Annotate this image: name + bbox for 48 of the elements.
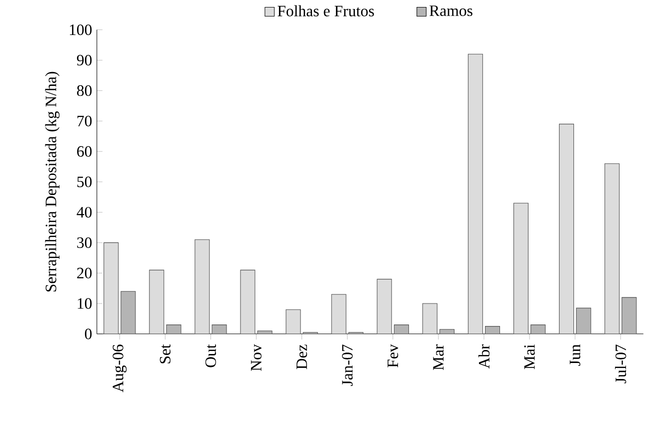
bar	[513, 202, 528, 334]
y-axis-title: Serrapilheira Depositada (kg N/ha)	[45, 72, 60, 292]
bar	[376, 278, 392, 334]
bar	[604, 163, 620, 334]
bar	[240, 270, 256, 334]
x-tick-label: Dez	[296, 344, 308, 369]
bar	[194, 239, 210, 334]
bar	[149, 270, 164, 334]
bar	[559, 124, 574, 334]
y-tick-label: 100	[70, 24, 92, 35]
bar	[120, 290, 136, 334]
y-tick-label: 10	[78, 298, 92, 309]
bar	[394, 324, 409, 334]
x-tick-label: Nov	[251, 344, 262, 371]
bar	[485, 326, 500, 334]
x-tick-label: Set	[160, 344, 170, 364]
x-tick-label: Out	[205, 344, 216, 367]
legend-label: Ramos	[430, 5, 472, 16]
bar	[331, 294, 346, 334]
x-tick-label: Mar	[433, 344, 444, 370]
bar	[622, 296, 637, 334]
bar	[257, 330, 272, 334]
y-tick-label: 40	[76, 206, 92, 218]
bar	[576, 308, 592, 334]
bar	[104, 242, 119, 334]
bar	[212, 324, 227, 334]
bar	[530, 324, 546, 334]
x-tick-label: Jun	[570, 344, 580, 366]
bar	[286, 309, 301, 334]
y-tick-label: 30	[77, 237, 92, 248]
x-tick-label: Aug-06	[112, 344, 127, 392]
legend-label: Folhas e Frutos	[278, 5, 374, 16]
y-tick-label: 0	[84, 328, 92, 340]
x-tick-label: Jan-07	[342, 344, 353, 386]
y-tick-label: 50	[77, 176, 92, 187]
bar	[422, 303, 438, 334]
y-tick-label: 80	[77, 85, 92, 96]
bar	[166, 324, 182, 334]
x-tick-label: Abr	[478, 344, 490, 368]
bar	[439, 328, 454, 334]
y-tick-label: 90	[76, 54, 92, 66]
x-tick-label: Jul-07	[615, 344, 626, 384]
x-tick-label: Mai	[524, 344, 535, 369]
bar	[468, 54, 483, 334]
x-tick-label: Fev	[388, 344, 398, 368]
y-tick-label: 60	[77, 146, 92, 157]
y-tick-label: 70	[77, 115, 92, 126]
y-tick-label: 20	[77, 268, 92, 278]
